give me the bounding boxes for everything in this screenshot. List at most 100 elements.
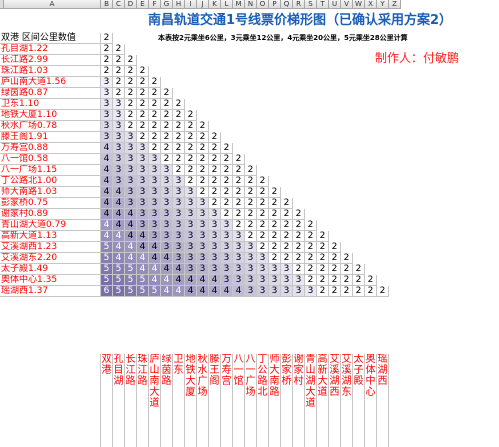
fare-cell[interactable]: 2 [233, 154, 245, 165]
column-header-i[interactable]: I [185, 0, 197, 9]
fare-cell[interactable]: 6 [101, 286, 113, 297]
fare-cell[interactable]: 4 [101, 143, 113, 154]
fare-cell[interactable]: 3 [101, 110, 113, 121]
column-header-w[interactable]: W [353, 0, 365, 9]
fare-cell[interactable]: 3 [113, 121, 125, 132]
fare-cell[interactable]: 4 [173, 264, 185, 275]
fare-cell[interactable]: 2 [125, 110, 137, 121]
fare-cell[interactable]: 2 [353, 275, 365, 286]
fare-cell[interactable]: 2 [137, 66, 149, 77]
fare-cell[interactable]: 5 [113, 275, 125, 286]
fare-cell[interactable]: 3 [185, 242, 197, 253]
fare-cell[interactable]: 2 [293, 264, 305, 275]
fare-cell[interactable]: 2 [353, 286, 365, 297]
fare-cell[interactable]: 5 [125, 275, 137, 286]
station-row-label[interactable]: 珠江路1.03 [0, 66, 101, 77]
station-row-label[interactable]: 奥体中心1.35 [0, 275, 101, 286]
fare-cell[interactable]: 3 [161, 231, 173, 242]
fare-cell[interactable]: 2 [281, 209, 293, 220]
fare-cell[interactable]: 3 [245, 242, 257, 253]
fare-cell[interactable]: 2 [125, 66, 137, 77]
fare-cell[interactable]: 2 [149, 77, 161, 88]
fare-cell[interactable]: 2 [245, 176, 257, 187]
fare-cell[interactable]: 2 [161, 143, 173, 154]
fare-cell[interactable]: 3 [269, 275, 281, 286]
fare-cell[interactable]: 3 [197, 231, 209, 242]
fare-cell[interactable]: 3 [221, 264, 233, 275]
fare-cell[interactable]: 3 [149, 165, 161, 176]
column-header-b[interactable]: B [101, 0, 113, 9]
fare-cell[interactable]: 2 [197, 187, 209, 198]
fare-cell[interactable]: 2 [173, 99, 185, 110]
fare-cell[interactable]: 2 [197, 143, 209, 154]
fare-cell[interactable]: 3 [245, 286, 257, 297]
fare-cell[interactable]: 3 [209, 264, 221, 275]
fare-cell[interactable]: 4 [125, 253, 137, 264]
fare-cell[interactable]: 2 [113, 55, 125, 66]
fare-cell[interactable]: 3 [149, 231, 161, 242]
fare-cell[interactable]: 2 [317, 253, 329, 264]
station-row-label[interactable]: 长江路2.99 [0, 55, 101, 66]
fare-cell[interactable]: 3 [137, 220, 149, 231]
fare-cell[interactable]: 2 [113, 44, 125, 55]
fare-cell[interactable]: 2 [317, 231, 329, 242]
fare-cell[interactable]: 3 [173, 187, 185, 198]
fare-cell[interactable]: 3 [161, 209, 173, 220]
fare-cell[interactable]: 3 [185, 187, 197, 198]
station-row-label[interactable]: 彭家桥0.75 [0, 198, 101, 209]
fare-cell[interactable]: 4 [113, 231, 125, 242]
fare-cell[interactable]: 2 [209, 176, 221, 187]
station-row-label[interactable]: 高新大道1.13 [0, 231, 101, 242]
fare-cell[interactable]: 2 [329, 253, 341, 264]
fare-cell[interactable]: 2 [221, 198, 233, 209]
station-row-label[interactable]: 青山湖大道0.79 [0, 220, 101, 231]
fare-cell[interactable]: 2 [329, 242, 341, 253]
column-header-z[interactable]: Z [389, 0, 401, 9]
fare-cell[interactable]: 2 [221, 209, 233, 220]
fare-cell[interactable]: 2 [101, 55, 113, 66]
fare-cell[interactable]: 2 [161, 121, 173, 132]
fare-cell[interactable]: 2 [281, 231, 293, 242]
fare-cell[interactable]: 3 [197, 198, 209, 209]
column-header-k[interactable]: K [209, 0, 221, 9]
fare-cell[interactable]: 5 [113, 286, 125, 297]
fare-cell[interactable]: 4 [185, 275, 197, 286]
fare-cell[interactable]: 3 [173, 176, 185, 187]
station-row-label[interactable]: 师大南路1.03 [0, 187, 101, 198]
fare-cell[interactable]: 5 [149, 286, 161, 297]
fare-cell[interactable]: 2 [209, 187, 221, 198]
fare-cell[interactable]: 3 [101, 88, 113, 99]
fare-cell[interactable]: 3 [101, 99, 113, 110]
fare-cell[interactable]: 2 [281, 198, 293, 209]
column-header-q[interactable]: Q [281, 0, 293, 9]
fare-cell[interactable]: 2 [233, 220, 245, 231]
station-row-label[interactable]: 瑶湖西1.37 [0, 286, 101, 297]
fare-cell[interactable]: 3 [185, 220, 197, 231]
fare-cell[interactable]: 4 [137, 242, 149, 253]
fare-cell[interactable]: 3 [305, 286, 317, 297]
fare-cell[interactable]: 3 [197, 242, 209, 253]
station-row-label[interactable]: 艾溪湖西1.23 [0, 242, 101, 253]
fare-cell[interactable]: 2 [329, 264, 341, 275]
fare-cell[interactable]: 3 [101, 121, 113, 132]
fare-cell[interactable]: 2 [293, 231, 305, 242]
fare-cell[interactable]: 2 [233, 198, 245, 209]
fare-cell[interactable]: 2 [125, 99, 137, 110]
fare-cell[interactable]: 5 [137, 275, 149, 286]
fare-cell[interactable]: 4 [101, 187, 113, 198]
fare-cell[interactable]: 2 [365, 286, 377, 297]
fare-cell[interactable]: 3 [221, 231, 233, 242]
fare-cell[interactable]: 2 [161, 99, 173, 110]
fare-cell[interactable]: 2 [305, 242, 317, 253]
fare-cell[interactable]: 2 [149, 110, 161, 121]
fare-cell[interactable]: 4 [161, 264, 173, 275]
fare-cell[interactable]: 4 [101, 231, 113, 242]
fare-cell[interactable]: 3 [113, 143, 125, 154]
fare-cell[interactable]: 3 [197, 220, 209, 231]
fare-cell[interactable]: 3 [149, 198, 161, 209]
column-header-o[interactable]: O [257, 0, 269, 9]
fare-cell[interactable]: 3 [137, 154, 149, 165]
fare-cell[interactable]: 2 [365, 275, 377, 286]
station-row-label[interactable]: 八一馆0.58 [0, 154, 101, 165]
column-header-s[interactable]: S [305, 0, 317, 9]
